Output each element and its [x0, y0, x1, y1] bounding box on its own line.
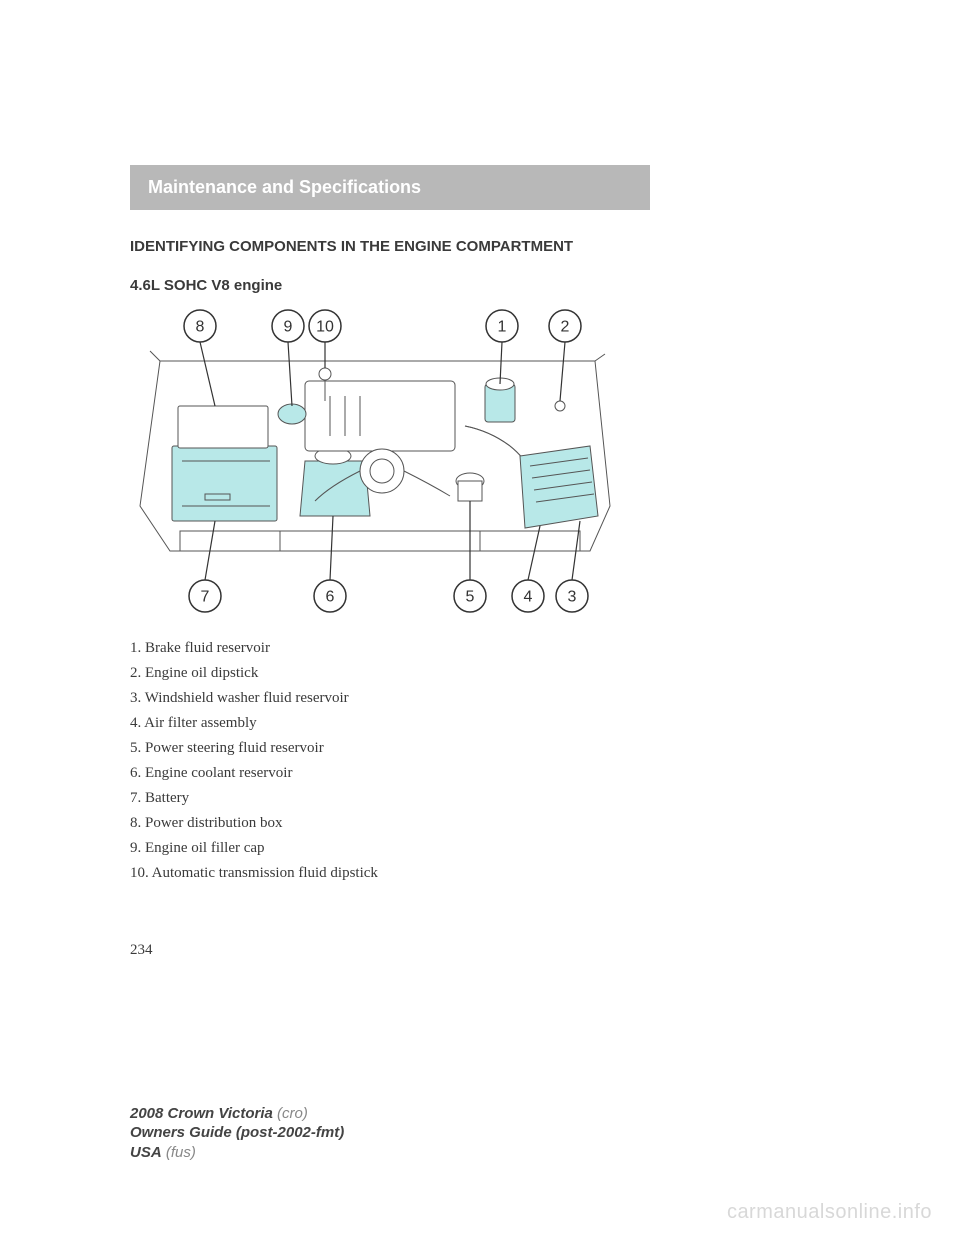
watermark: carmanualsonline.info: [727, 1201, 932, 1224]
footer-guide-line: Owners Guide (post-2002-fmt): [130, 1123, 344, 1143]
leader-2: [560, 342, 565, 401]
callout-10: 10: [309, 310, 341, 342]
coolant-reservoir: [300, 461, 370, 516]
svg-text:9: 9: [284, 319, 293, 336]
dipstick-10: [319, 368, 331, 380]
power-dist-box: [178, 406, 268, 448]
svg-text:5: 5: [466, 589, 475, 606]
footer-model-line: 2008 Crown Victoria (cro): [130, 1104, 344, 1124]
section-title: Maintenance and Specifications: [148, 177, 421, 197]
footer-model-code: (cro): [277, 1105, 308, 1122]
list-item: 6. Engine coolant reservoir: [130, 765, 830, 782]
leader-8: [200, 342, 215, 406]
footer-region-line: USA (fus): [130, 1143, 344, 1163]
callout-8: 8: [184, 310, 216, 342]
list-item: 2. Engine oil dipstick: [130, 665, 830, 682]
list-item: 9. Engine oil filler cap: [130, 840, 830, 857]
pulley: [360, 449, 404, 493]
svg-text:1: 1: [498, 319, 507, 336]
svg-text:6: 6: [326, 589, 335, 606]
content-heading: IDENTIFYING COMPONENTS IN THE ENGINE COM…: [130, 238, 830, 255]
footer-region-code: (fus): [166, 1144, 196, 1161]
list-item: 10. Automatic transmission fluid dipstic…: [130, 865, 830, 882]
engine-cover: [305, 381, 455, 451]
svg-text:8: 8: [196, 319, 205, 336]
list-item: 8. Power distribution box: [130, 815, 830, 832]
svg-text:3: 3: [568, 589, 577, 606]
callout-9: 9: [272, 310, 304, 342]
callout-5: 5: [454, 580, 486, 612]
battery-highlight: [172, 446, 277, 521]
svg-text:2: 2: [561, 319, 570, 336]
callout-4: 4: [512, 580, 544, 612]
callout-3: 3: [556, 580, 588, 612]
footer-region: USA: [130, 1144, 162, 1161]
engine-diagram-svg: 8 9 10 1 2 7 6 5 4 3: [130, 306, 630, 616]
hood-edge: [150, 351, 605, 361]
footer-model: 2008 Crown Victoria: [130, 1105, 273, 1122]
callout-7: 7: [189, 580, 221, 612]
list-item: 1. Brake fluid reservoir: [130, 640, 830, 657]
list-item: 5. Power steering fluid reservoir: [130, 740, 830, 757]
content-subheading: 4.6L SOHC V8 engine: [130, 277, 830, 294]
ps-reservoir: [458, 481, 482, 501]
footer: 2008 Crown Victoria (cro) Owners Guide (…: [130, 1104, 344, 1163]
footer-guide: Owners Guide (post-2002-fmt): [130, 1124, 344, 1141]
list-item: 4. Air filter assembly: [130, 715, 830, 732]
leader-9: [288, 342, 292, 406]
leader-4: [528, 526, 540, 580]
list-item: 3. Windshield washer fluid reservoir: [130, 690, 830, 707]
callout-2: 2: [549, 310, 581, 342]
page-number: 234: [130, 942, 830, 959]
dipstick-2: [555, 401, 565, 411]
callout-6: 6: [314, 580, 346, 612]
svg-text:10: 10: [316, 319, 334, 336]
svg-text:4: 4: [524, 589, 533, 606]
leader-6: [330, 516, 333, 580]
svg-text:7: 7: [201, 589, 210, 606]
section-header-bar: Maintenance and Specifications: [130, 165, 650, 210]
callout-1: 1: [486, 310, 518, 342]
radiator-support: [180, 531, 580, 551]
engine-diagram: 8 9 10 1 2 7 6 5 4 3: [130, 306, 630, 616]
oil-filler-cap: [278, 404, 306, 424]
list-item: 7. Battery: [130, 790, 830, 807]
